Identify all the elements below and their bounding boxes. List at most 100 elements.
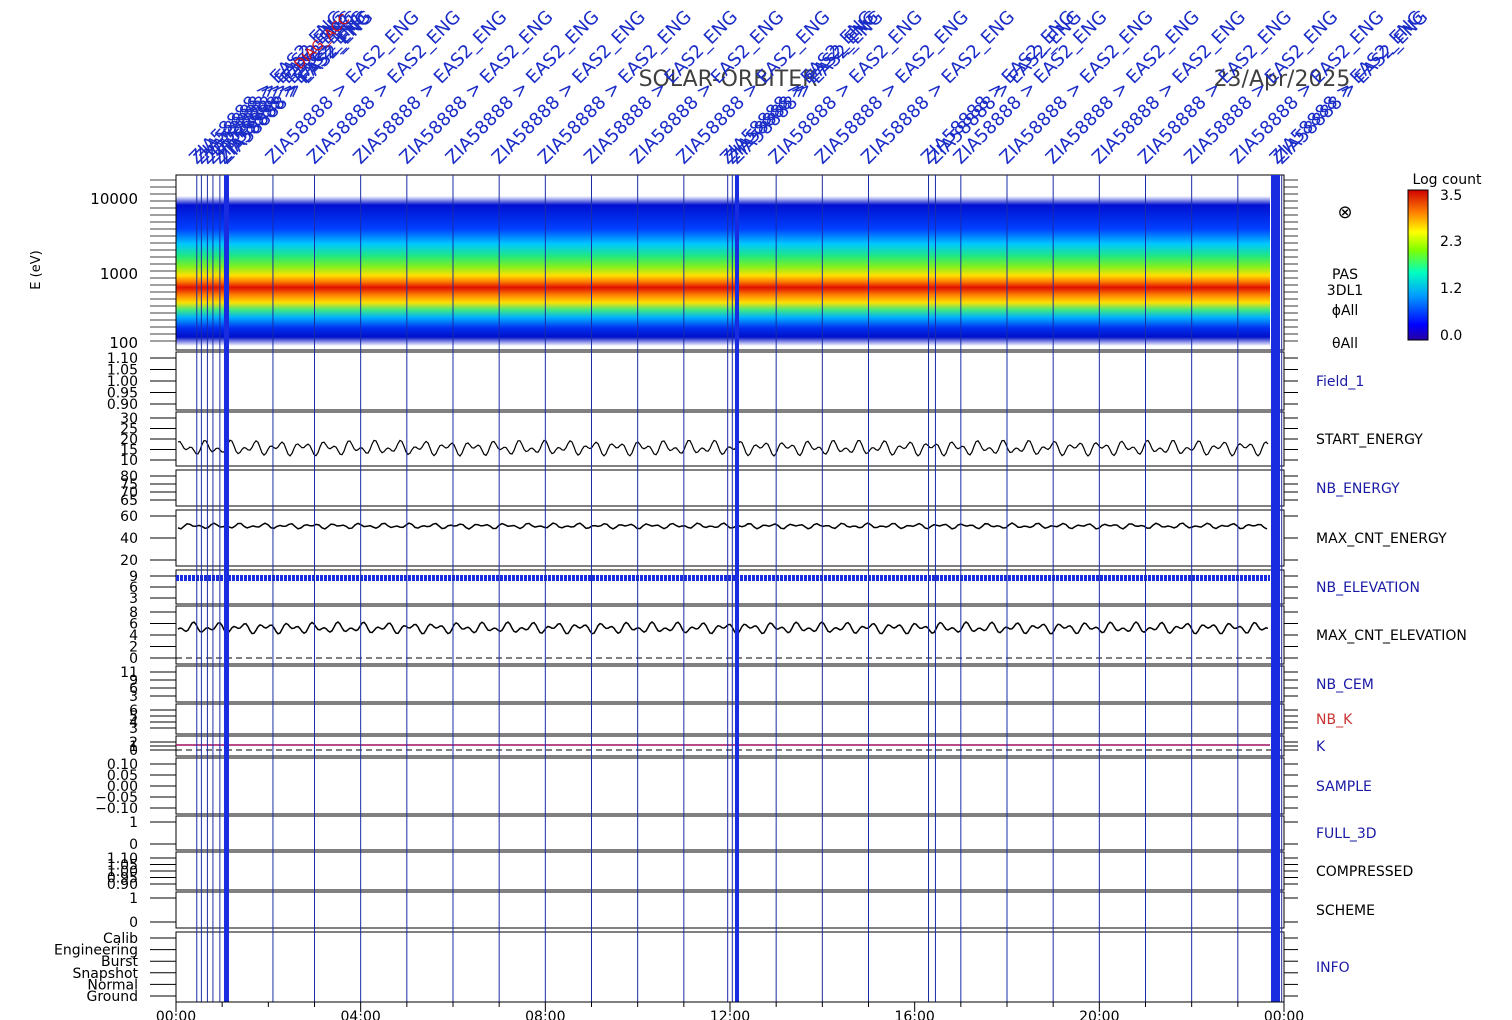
start-energy-trace — [177, 439, 1269, 457]
end-marker — [1271, 175, 1280, 1002]
panel-tick: 0.10 — [107, 757, 138, 773]
xtick-label: 16:00 — [894, 1009, 934, 1020]
panel-tick: −0.10 — [95, 801, 138, 817]
panel-tick: Normal — [87, 977, 138, 993]
xtick-label: 20:00 — [1079, 1009, 1119, 1020]
xtick-label: 00:00 — [1264, 1009, 1304, 1020]
panel-tick: 0.05 — [107, 768, 138, 784]
panel-tick: 0 — [129, 651, 138, 667]
panel-tick: 1.05 — [107, 858, 138, 874]
panel-frame — [175, 931, 1285, 1003]
time-axis: 00:00 04:00 08:00 12:00 16:00 20:00 00:00 — [156, 1001, 1304, 1020]
colorbar-tick-0.0: 0.0 — [1440, 328, 1462, 344]
panel-sample: 0.100.050.00−0.05−0.10 SAMPLE — [95, 757, 1372, 817]
panel-tick: 6 — [129, 681, 138, 697]
panel-frame — [175, 851, 1285, 891]
colorbar-tick-1.2: 1.2 — [1440, 281, 1462, 297]
panel-label: NB_K — [1316, 712, 1353, 728]
colorbar: Log count 3.5 2.3 1.2 0.0 — [1407, 172, 1482, 344]
panel-tick: 75 — [120, 477, 138, 493]
panel-label: MAX_CNT_ENERGY — [1316, 531, 1447, 547]
colorbar-scale — [1407, 189, 1429, 341]
colorbar-tick-2.3: 2.3 — [1440, 234, 1462, 250]
panel-tick: 0 — [129, 837, 138, 853]
panel-tick: Burst — [101, 954, 139, 970]
spectrogram-frame — [175, 174, 1285, 351]
panel-frame — [175, 469, 1285, 507]
panel-label: INFO — [1316, 960, 1350, 976]
panel-tick: 2 — [129, 735, 138, 751]
panel-tick: −0.05 — [95, 790, 138, 806]
panel-label: NB_ENERGY — [1316, 481, 1400, 497]
ytick-10000: 10000 — [90, 190, 138, 208]
panel-tick: 0 — [129, 743, 138, 759]
panel-field_1: 1.101.051.000.950.90 Field_1 — [107, 351, 1364, 413]
panel-tick: 20 — [120, 432, 138, 448]
panel-tick: 2 — [129, 640, 138, 656]
panel-tick: 70 — [120, 485, 138, 501]
panel-frame — [175, 411, 1285, 467]
panel-label: SCHEME — [1316, 903, 1375, 919]
ytick-100: 100 — [109, 334, 138, 352]
panel-label: NB_CEM — [1316, 677, 1374, 693]
panel-label: START_ENERGY — [1316, 432, 1423, 448]
panel-nb_elevation: 963 NB_ELEVATION — [129, 569, 1420, 607]
ytick-1000: 1000 — [100, 265, 138, 283]
energy-axis-label: E (eV) — [29, 250, 44, 289]
panel-tick: 4 — [129, 715, 138, 731]
panel-frame — [175, 703, 1285, 735]
panel-full_3d: 1 0 FULL_3D — [129, 815, 1377, 853]
panel-tick: 6 — [129, 617, 138, 633]
panel-tick: 1.10 — [107, 851, 138, 867]
panel-tick: 1.10 — [107, 351, 138, 367]
panel-tick: 0.90 — [107, 397, 138, 413]
xtick-label: 12:00 — [710, 1009, 750, 1020]
start-marker — [224, 175, 229, 1002]
panel-info: CalibEngineeringBurstSnapshotNormalGroun… — [54, 931, 1350, 1005]
xtick-label: 04:00 — [340, 1009, 380, 1020]
panel-tick: 65 — [120, 493, 138, 509]
panel-frame — [175, 665, 1285, 703]
panel-frame — [175, 891, 1285, 929]
panel-tick: 0 — [129, 915, 138, 931]
panel-tick: 1.00 — [107, 864, 138, 880]
panel-tick: 9 — [129, 673, 138, 689]
panel-tick: Engineering — [54, 943, 138, 959]
panel-tick: 1.05 — [107, 363, 138, 379]
event-lines — [196, 175, 1283, 1002]
noon-marker — [735, 175, 739, 1002]
panel-tick: 80 — [120, 469, 138, 485]
panel-label: Field_1 — [1316, 374, 1364, 390]
max-cnt-elevation-trace — [177, 621, 1269, 635]
panel-tick: 3 — [129, 689, 138, 705]
colorbar-title: Log count — [1413, 172, 1482, 188]
panel-tick: 1 — [129, 739, 138, 755]
3dl1-label: 3DL1 — [1327, 283, 1363, 299]
panel-tick: 25 — [120, 422, 138, 438]
panel-label: SAMPLE — [1316, 779, 1372, 795]
panel-tick: 1 — [129, 815, 138, 831]
panel-tick: 9 — [129, 569, 138, 585]
panel-max_cnt_energy: 60 40 20 MAX_CNT_ENERGY — [120, 509, 1447, 569]
panel-label: MAX_CNT_ELEVATION — [1316, 628, 1467, 644]
panel-label: COMPRESSED — [1316, 864, 1413, 880]
panel-tick: 1 — [129, 891, 138, 907]
panel-tick: 11 — [120, 665, 138, 681]
panel-label: NB_ELEVATION — [1316, 580, 1420, 596]
panel-tick: 4 — [129, 628, 138, 644]
panel-tick: 60 — [120, 509, 138, 525]
panel-tick: 1.00 — [107, 374, 138, 390]
panel-tick: 8 — [129, 605, 138, 621]
panel-frame — [175, 351, 1285, 411]
panel-tick: 6 — [129, 703, 138, 719]
housekeeping-panels: 1.101.051.000.950.90Field_13025201510STA… — [54, 179, 1467, 1005]
panel-tick: Calib — [103, 931, 138, 947]
panel-tick: 0.95 — [107, 386, 138, 402]
panel-tick: 3 — [129, 591, 138, 607]
